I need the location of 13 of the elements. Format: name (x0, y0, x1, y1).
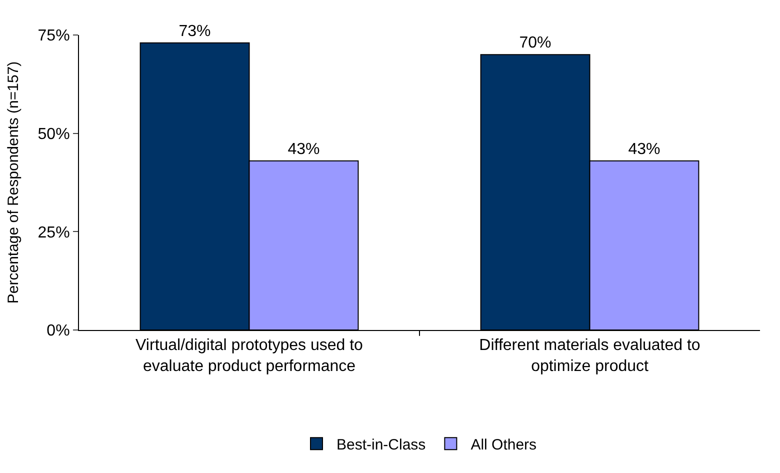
y-tick-label: 25% (38, 224, 70, 242)
x-tick-label: Virtual/digital prototypes used to evaluate product performance (136, 337, 364, 375)
y-tick-label: 75% (38, 28, 70, 45)
legend-label: Best-in-Class (336, 436, 426, 454)
x-tick-label: Different materials evaluated to optimize product (479, 337, 700, 375)
data-label: 43% (628, 140, 660, 158)
data-label: 43% (288, 140, 320, 158)
data-label: 73% (178, 22, 211, 40)
y-tick-label: 50% (38, 126, 70, 143)
y-axis-title: Percentage of Respondents (n=157) (5, 61, 22, 304)
data-label: 70% (519, 34, 552, 52)
y-tick-label: 0% (46, 322, 70, 340)
legend-label: All Others (470, 436, 537, 454)
